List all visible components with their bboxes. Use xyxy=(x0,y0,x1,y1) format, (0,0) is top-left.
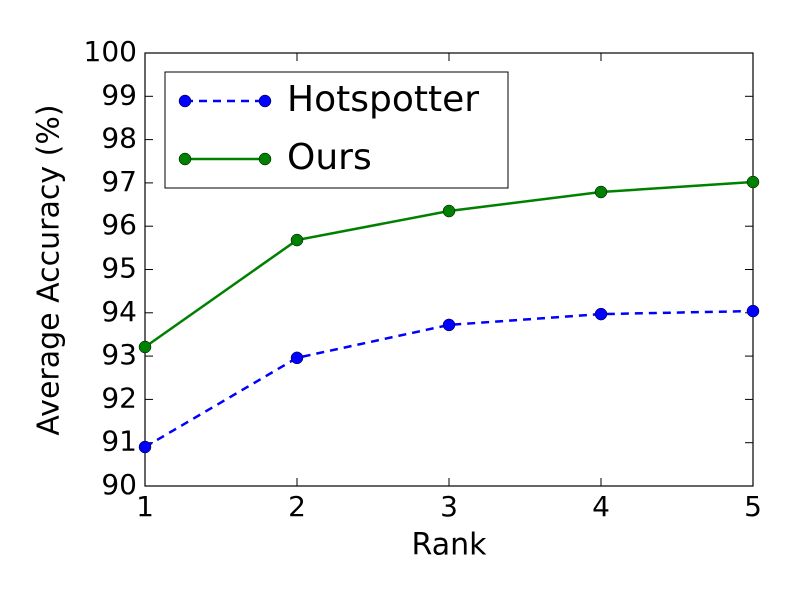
data-point xyxy=(442,204,456,218)
y-tick-label: 97 xyxy=(101,165,137,198)
legend-label: Ours xyxy=(287,137,372,178)
x-axis-label: Rank xyxy=(412,528,488,563)
x-tick-label: 3 xyxy=(440,490,458,523)
data-point xyxy=(746,175,760,189)
x-tick-label: 1 xyxy=(136,490,154,523)
legend-marker xyxy=(178,94,192,108)
data-point xyxy=(442,318,456,332)
x-tick-label: 5 xyxy=(744,490,762,523)
y-axis-label: Average Accuracy (%) xyxy=(32,104,67,435)
y-tick-label: 98 xyxy=(101,122,137,155)
series-line xyxy=(144,309,754,449)
data-point xyxy=(138,440,152,454)
data-point xyxy=(290,351,304,365)
y-tick-label: 99 xyxy=(101,78,137,111)
x-tick-label: 2 xyxy=(288,490,306,523)
data-point xyxy=(594,185,608,199)
y-tick-label: 90 xyxy=(101,468,137,501)
y-tick-label: 94 xyxy=(101,295,137,328)
legend-marker xyxy=(258,94,272,108)
legend-marker xyxy=(258,152,272,166)
data-point xyxy=(290,233,304,247)
y-tick-label: 95 xyxy=(101,252,137,285)
x-tick-label: 4 xyxy=(592,490,610,523)
legend-box xyxy=(164,71,509,189)
y-tick-label: 91 xyxy=(101,425,137,458)
y-tick-label: 100 xyxy=(84,35,137,68)
y-tick-label: 93 xyxy=(101,338,137,371)
legend-marker xyxy=(178,152,192,166)
data-point xyxy=(138,340,152,354)
y-tick-label: 92 xyxy=(101,381,137,414)
data-point xyxy=(594,307,608,321)
y-tick-label: 96 xyxy=(101,208,137,241)
data-point xyxy=(746,304,760,318)
legend-label: Hotspotter xyxy=(287,79,479,120)
